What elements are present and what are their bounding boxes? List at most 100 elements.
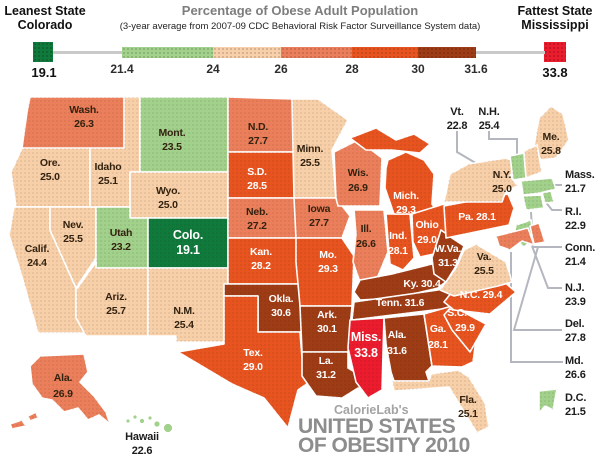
state-hi-label: 22.6: [132, 445, 153, 457]
state-dc-texture: [539, 389, 557, 413]
state-or-label: Ore.: [40, 157, 60, 169]
state-oh-label: 29.0: [417, 234, 437, 246]
state-md-label: Md.: [565, 355, 583, 367]
state-id-texture: [90, 97, 140, 207]
state-pa-texture: [444, 194, 514, 238]
state-id-label: Idaho: [95, 161, 122, 173]
leader-line: [531, 245, 562, 289]
state-tx-label: Tex.: [243, 347, 263, 359]
fattest-state-name: Mississippi: [521, 18, 589, 32]
state-hi-island: [132, 414, 138, 420]
state-sc-label: S.C.: [447, 307, 467, 319]
scale-segment: [213, 47, 281, 58]
scale-segment: [122, 47, 213, 58]
state-vt-label: 22.8: [447, 120, 468, 132]
state-il-label: Ill.: [361, 223, 372, 235]
state-ak-texture: [30, 354, 110, 424]
state-mt-label: Mont.: [159, 127, 186, 139]
state-mo-label: 29.3: [318, 263, 338, 275]
state-wi-texture: [334, 140, 382, 206]
state-va-texture: [440, 244, 512, 296]
state-vt-texture: [510, 153, 526, 180]
state-ne-label: 27.2: [247, 220, 267, 232]
state-pa-label: Pa. 28.1: [458, 211, 496, 223]
state-sd-label: S.D.: [247, 166, 267, 178]
state-ri-label: R.I.: [565, 206, 581, 218]
state-nv-texture: [50, 207, 96, 288]
state-ak-texture: [28, 412, 38, 421]
state-nm-texture: [148, 268, 228, 342]
state-ct-texture: [523, 195, 544, 210]
state-mo-texture: [296, 238, 354, 306]
scale-tick: 21.4: [110, 62, 134, 76]
state-ok-label: Okla.: [269, 293, 294, 305]
state-ar-label: Ark.: [317, 309, 337, 321]
state-ga-label: Ga.: [430, 323, 447, 335]
scale-tick: 31.6: [464, 62, 488, 76]
state-ut-label: Utah: [110, 227, 133, 239]
footer-line1: UNITED STATES: [298, 415, 456, 438]
state-al-texture: [384, 314, 432, 381]
state-wv-texture: [432, 230, 464, 282]
state-ut-texture: [96, 207, 148, 268]
state-ia-label: Iowa: [308, 203, 331, 215]
state-nj-label: N.J.: [565, 282, 585, 294]
leanest-title: Leanest State: [4, 4, 86, 18]
state-mn-label: Minn.: [297, 143, 324, 155]
state-ar-label: 30.1: [317, 323, 337, 335]
leader-line: [512, 246, 562, 331]
state-ks-texture: [228, 238, 306, 284]
state-in-label: 28.1: [388, 245, 408, 257]
state-ct-label: 21.4: [565, 256, 587, 268]
scale-tick: 30: [411, 62, 425, 76]
state-ia-texture: [294, 198, 350, 238]
leanest-state-name: Colorado: [17, 18, 73, 32]
leanest-value: 19.1: [31, 65, 57, 80]
state-wa-texture: [22, 97, 146, 152]
state-ks-label: 28.2: [251, 260, 271, 272]
brand-name: CalorieLab's: [334, 403, 409, 417]
footer-title-block: CalorieLab's UNITED STATES OF OBESITY 20…: [298, 403, 470, 456]
state-hi-label: Hawaii: [125, 431, 159, 443]
state-nm-label: N.M.: [173, 305, 195, 317]
state-nd-label: 27.7: [248, 135, 268, 147]
state-la-label: La.: [319, 355, 334, 367]
state-vt-label: Vt.: [450, 106, 464, 118]
fattest-swatch: [544, 42, 566, 62]
state-az-label: 25.7: [106, 305, 126, 317]
state-co-label: Colo.: [173, 228, 203, 242]
state-ky-label: Ky. 30.4: [403, 278, 441, 290]
state-sc-texture: [444, 306, 486, 352]
scale-title: Percentage of Obese Adult Population: [181, 3, 419, 18]
state-ny-label: N.Y.: [493, 169, 512, 181]
state-or-label: 25.0: [40, 171, 60, 183]
state-md-texture: [496, 228, 534, 250]
state-fl-label: Fla.: [459, 394, 477, 406]
state-fl-label: 25.1: [458, 408, 478, 420]
fattest-title: Fattest State: [517, 4, 593, 18]
scale-segment: [281, 47, 352, 58]
state-fl-texture: [392, 370, 489, 433]
state-dc-label: 21.5: [565, 406, 586, 418]
state-ny-label: 25.0: [492, 183, 512, 195]
state-ma-label: Mass.: [565, 169, 595, 181]
state-tn-label: Tenn. 31.6: [376, 297, 425, 309]
state-nc-texture: [444, 280, 516, 314]
leader-line: [488, 131, 518, 156]
state-mn-texture: [292, 99, 348, 198]
state-in-texture: [386, 214, 414, 270]
scale-connector-left: [53, 51, 123, 54]
state-nh-label: N.H.: [478, 106, 499, 118]
state-tx-texture: [178, 296, 324, 428]
state-ms-label: 33.8: [354, 346, 378, 360]
state-mn-label: 25.5: [300, 157, 320, 169]
state-de-label: 27.8: [565, 332, 586, 344]
state-il-label: 26.6: [356, 238, 376, 250]
state-mi-label: Mich.: [393, 190, 419, 202]
state-hi-island: [163, 423, 173, 433]
state-me-label: 25.8: [541, 145, 561, 157]
state-mt-label: 23.5: [162, 141, 182, 153]
state-ky-texture: [354, 260, 458, 300]
state-tn-texture: [352, 278, 456, 320]
